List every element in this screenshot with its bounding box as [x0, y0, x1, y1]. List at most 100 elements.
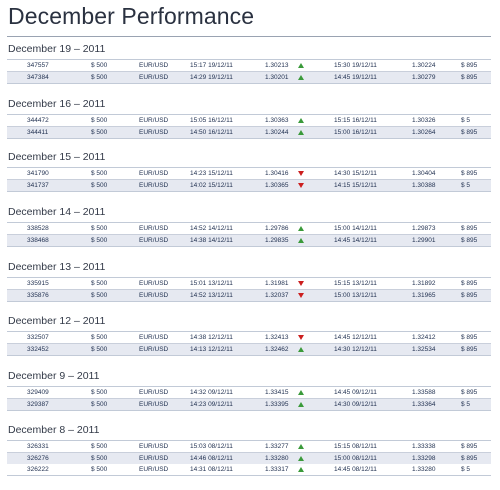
trades-table: 341790 $ 500 EUR/USD 14:23 15/12/11 1.30416 1… — [7, 167, 491, 192]
table-row: 344472 $ 500 EUR/USD 15:05 16/12/11 1.30363 1… — [7, 115, 491, 126]
currency-pair: EUR/USD — [139, 237, 169, 244]
trade-id: 338528 — [27, 225, 49, 232]
open-price: 1.29786 — [265, 225, 289, 232]
trade-amount: $ 500 — [91, 237, 108, 244]
trade-amount: $ 500 — [91, 401, 108, 408]
triangle-up-icon — [298, 456, 304, 461]
trade-amount: $ 500 — [91, 129, 108, 136]
open-time: 14:32 09/12/11 — [190, 389, 233, 396]
trade-profit: $ 895 — [461, 237, 478, 244]
open-price: 1.30365 — [265, 182, 289, 189]
close-price: 1.32412 — [412, 334, 436, 341]
trade-profit: $ 895 — [461, 334, 478, 341]
trade-profit: $ 895 — [461, 225, 478, 232]
close-time: 14:30 09/12/11 — [334, 401, 377, 408]
trade-profit: $ 895 — [461, 74, 478, 81]
open-time: 15:17 19/12/11 — [190, 62, 233, 69]
triangle-up-icon — [298, 390, 304, 395]
open-time: 14:46 08/12/11 — [190, 455, 233, 462]
trade-id: 341790 — [27, 170, 49, 177]
open-time: 14:13 12/12/11 — [190, 346, 233, 353]
open-time: 14:29 19/12/11 — [190, 74, 233, 81]
trade-id: 344411 — [27, 129, 49, 136]
open-price: 1.32413 — [265, 334, 289, 341]
trade-profit: $ 895 — [461, 280, 478, 287]
trade-profit: $ 5 — [461, 466, 471, 473]
triangle-up-icon — [298, 467, 304, 472]
open-price: 1.30244 — [265, 129, 289, 136]
triangle-up-icon — [298, 63, 304, 68]
open-price: 1.32462 — [265, 346, 289, 353]
trade-id: 335876 — [27, 292, 49, 299]
trade-id: 341737 — [27, 182, 49, 189]
trades-table: 347557 $ 500 EUR/USD 15:17 19/12/11 1.30213 1… — [7, 59, 491, 84]
trade-amount: $ 500 — [91, 466, 108, 473]
triangle-up-icon — [298, 226, 304, 231]
table-row: 326276 $ 500 EUR/USD 14:46 08/12/11 1.33280 1… — [7, 452, 491, 464]
trade-profit: $ 895 — [461, 292, 478, 299]
trade-amount: $ 500 — [91, 334, 108, 341]
title-divider — [7, 36, 491, 37]
open-time: 14:52 13/12/11 — [190, 292, 233, 299]
close-time: 15:00 14/12/11 — [334, 225, 377, 232]
currency-pair: EUR/USD — [139, 62, 169, 69]
close-time: 15:15 16/12/11 — [334, 117, 377, 124]
close-time: 15:00 08/12/11 — [334, 455, 377, 462]
triangle-down-icon — [298, 171, 304, 176]
open-time: 14:38 12/12/11 — [190, 334, 233, 341]
triangle-up-icon — [298, 402, 304, 407]
close-price: 1.33298 — [412, 455, 436, 462]
close-time: 15:15 08/12/11 — [334, 443, 377, 450]
trade-id: 326222 — [27, 466, 49, 473]
open-time: 14:50 16/12/11 — [190, 129, 233, 136]
triangle-up-icon — [298, 444, 304, 449]
triangle-down-icon — [298, 281, 304, 286]
trade-profit: $ 895 — [461, 62, 478, 69]
close-price: 1.29901 — [412, 237, 436, 244]
triangle-up-icon — [298, 347, 304, 352]
day-section: December 14 – 2011 338528 $ 500 EUR/USD 14:5… — [7, 206, 491, 247]
table-row: 341737 $ 500 EUR/USD 14:02 15/12/11 1.30365 1… — [7, 179, 491, 191]
trades-table: 332507 $ 500 EUR/USD 14:38 12/12/11 1.32413 1… — [7, 331, 491, 356]
open-price: 1.30363 — [265, 117, 289, 124]
close-price: 1.33588 — [412, 389, 436, 396]
triangle-up-icon — [298, 118, 304, 123]
currency-pair: EUR/USD — [139, 455, 169, 462]
open-price: 1.31981 — [265, 280, 289, 287]
table-row: 341790 $ 500 EUR/USD 14:23 15/12/11 1.30416 1… — [7, 168, 491, 179]
close-time: 15:15 13/12/11 — [334, 280, 377, 287]
table-row: 335876 $ 500 EUR/USD 14:52 13/12/11 1.32037 1… — [7, 289, 491, 301]
close-time: 14:45 14/12/11 — [334, 237, 377, 244]
trades-table: 329409 $ 500 EUR/USD 14:32 09/12/11 1.33415 1… — [7, 386, 491, 411]
open-price: 1.33280 — [265, 455, 289, 462]
currency-pair: EUR/USD — [139, 225, 169, 232]
close-price: 1.30388 — [412, 182, 436, 189]
open-time: 14:52 14/12/11 — [190, 225, 233, 232]
section-date: December 8 – 2011 — [8, 424, 100, 436]
trade-id: 329409 — [27, 389, 49, 396]
close-price: 1.30404 — [412, 170, 436, 177]
currency-pair: EUR/USD — [139, 466, 169, 473]
trade-id: 344472 — [27, 117, 49, 124]
trade-profit: $ 895 — [461, 346, 478, 353]
trade-amount: $ 500 — [91, 455, 108, 462]
table-row: 347384 $ 500 EUR/USD 14:29 19/12/11 1.30201 1… — [7, 71, 491, 83]
close-price: 1.31892 — [412, 280, 436, 287]
trade-amount: $ 500 — [91, 346, 108, 353]
table-row: 326331 $ 500 EUR/USD 15:03 08/12/11 1.33277 1… — [7, 441, 491, 452]
section-date: December 15 – 2011 — [8, 151, 106, 163]
day-section: December 12 – 2011 332507 $ 500 EUR/USD 14:3… — [7, 315, 491, 356]
trade-profit: $ 895 — [461, 129, 478, 136]
currency-pair: EUR/USD — [139, 346, 169, 353]
close-price: 1.30326 — [412, 117, 436, 124]
table-row: 338528 $ 500 EUR/USD 14:52 14/12/11 1.29786 1… — [7, 223, 491, 234]
table-row: 335915 $ 500 EUR/USD 15:01 13/12/11 1.31981 1… — [7, 278, 491, 289]
day-section: December 16 – 2011 344472 $ 500 EUR/USD 15:0… — [7, 98, 491, 139]
day-section: December 19 – 2011 347557 $ 500 EUR/USD 15:1… — [7, 43, 491, 84]
open-price: 1.30416 — [265, 170, 289, 177]
triangle-down-icon — [298, 183, 304, 188]
open-time: 15:03 08/12/11 — [190, 443, 233, 450]
close-time: 14:30 15/12/11 — [334, 170, 377, 177]
currency-pair: EUR/USD — [139, 280, 169, 287]
